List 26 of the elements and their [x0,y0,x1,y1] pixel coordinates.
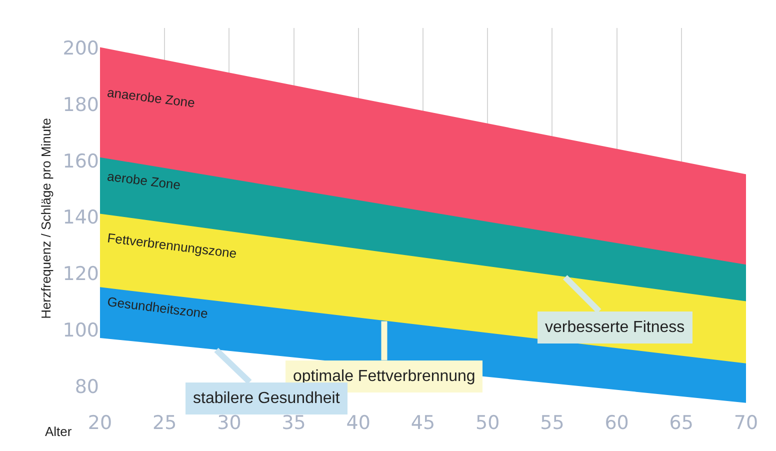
series-label: aerobe Zone [106,168,182,192]
annotation: optimale Fettverbrennung [293,368,476,385]
y-tick-label: 100 [62,320,99,342]
x-tick-label: 50 [476,412,500,434]
x-tick-label: 35 [282,412,306,434]
series-label: anaerobe Zone [106,84,196,110]
y-tick-label: 140 [62,206,99,229]
x-tick-label: 65 [669,412,694,434]
x-tick-label: 45 [410,412,436,434]
y-tick-label: 160 [62,150,99,172]
x-tick-label: 55 [540,412,564,434]
x-tick-label: 30 [217,412,242,434]
x-tick-label: 60 [604,412,629,434]
y-axis-title: Herzfrequenz / Schläge pro Minute [38,118,54,319]
y-tick-label: 120 [62,263,99,286]
x-tick-label: 25 [152,412,177,434]
x-tick-label: 20 [88,412,112,434]
annotation: verbesserte Fitness [545,319,685,336]
series-label: Gesundheitszone [106,294,209,322]
x-axis-title: Alter [45,424,72,439]
annotation: stabilere Gesundheit [193,390,340,407]
y-tick-label: 180 [62,94,99,116]
x-tick-label: 40 [346,412,370,434]
y-tick-label: 80 [74,376,99,398]
y-tick-label: 200 [62,37,99,60]
x-tick-label: 70 [734,412,758,434]
